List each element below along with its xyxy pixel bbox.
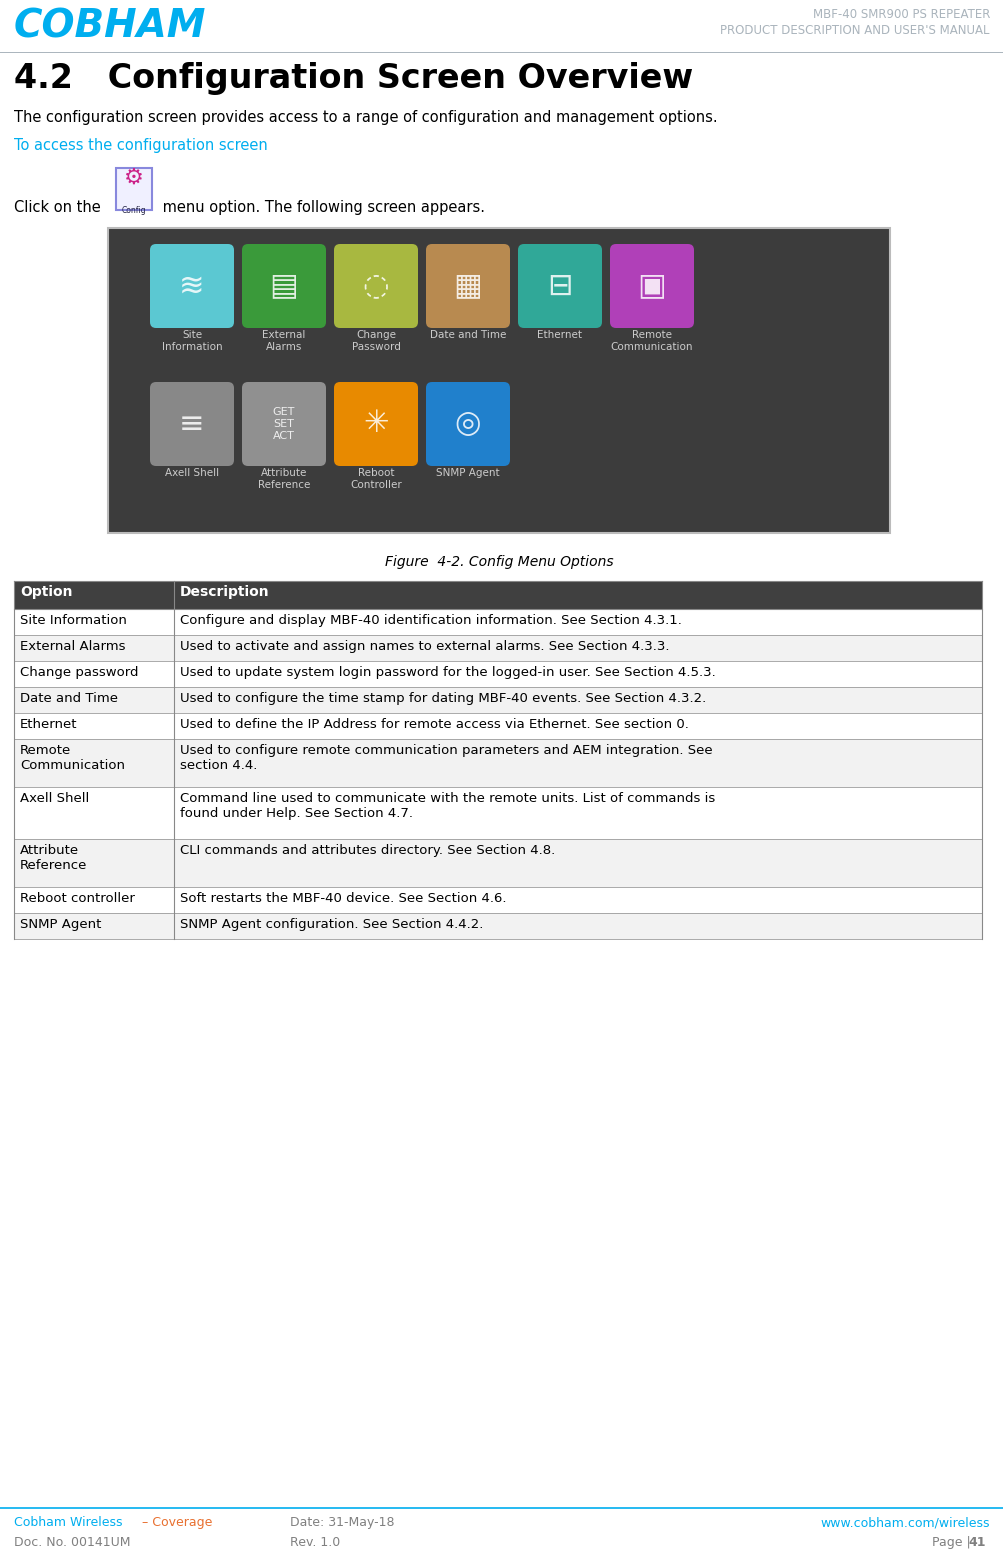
Text: Ethernet: Ethernet (537, 330, 582, 341)
Text: – Coverage: – Coverage (141, 1517, 213, 1529)
Text: ▤: ▤ (269, 272, 298, 300)
Text: Option: Option (20, 586, 72, 598)
Text: Configure and display MBF-40 identification information. See Section 4.3.1.: Configure and display MBF-40 identificat… (180, 614, 681, 626)
Bar (14, 787, 981, 839)
Text: The configuration screen provides access to a range of configuration and managem: The configuration screen provides access… (14, 109, 717, 125)
Text: Remote
Communication: Remote Communication (610, 330, 692, 351)
Text: ◌: ◌ (362, 272, 389, 300)
Text: Change
Password: Change Password (351, 330, 400, 351)
FancyBboxPatch shape (242, 383, 326, 465)
Text: Figure  4-2. Config Menu Options: Figure 4-2. Config Menu Options (384, 555, 613, 569)
Text: 41: 41 (967, 1535, 985, 1550)
Bar (14, 661, 981, 687)
Text: 4.2   Configuration Screen Overview: 4.2 Configuration Screen Overview (14, 62, 692, 95)
FancyBboxPatch shape (149, 383, 234, 465)
Text: Description: Description (180, 586, 270, 598)
Text: Cobham Wireless: Cobham Wireless (14, 1517, 126, 1529)
Text: SNMP Agent configuration. See Section 4.4.2.: SNMP Agent configuration. See Section 4.… (180, 918, 482, 931)
Text: Soft restarts the MBF-40 device. See Section 4.6.: Soft restarts the MBF-40 device. See Sec… (180, 892, 506, 904)
Bar (14, 609, 981, 636)
Text: Used to update system login password for the logged-in user. See Section 4.5.3.: Used to update system login password for… (180, 665, 715, 679)
Text: www.cobham.com/wireless: www.cobham.com/wireless (819, 1517, 989, 1529)
Text: Reboot
Controller: Reboot Controller (350, 469, 401, 489)
Text: Date: 31-May-18: Date: 31-May-18 (290, 1517, 394, 1529)
Bar (14, 687, 981, 712)
Text: Attribute
Reference: Attribute Reference (20, 843, 87, 872)
Bar (14, 739, 981, 787)
FancyBboxPatch shape (242, 244, 326, 328)
FancyBboxPatch shape (334, 383, 417, 465)
Text: Site
Information: Site Information (161, 330, 222, 351)
Text: Axell Shell: Axell Shell (164, 469, 219, 478)
FancyBboxPatch shape (116, 169, 151, 209)
FancyBboxPatch shape (425, 244, 510, 328)
Text: Doc. No. 00141UM: Doc. No. 00141UM (14, 1535, 130, 1550)
Text: ◎: ◎ (454, 409, 480, 439)
Bar (14, 839, 981, 887)
Text: menu option. The following screen appears.: menu option. The following screen appear… (157, 200, 484, 216)
Bar (14, 887, 981, 914)
Text: GET
SET
ACT: GET SET ACT (273, 408, 295, 440)
Text: External Alarms: External Alarms (20, 640, 125, 653)
Text: ▣: ▣ (637, 272, 666, 300)
Text: Config: Config (121, 206, 146, 216)
Text: Site Information: Site Information (20, 614, 126, 626)
Text: Used to configure remote communication parameters and AEM integration. See
secti: Used to configure remote communication p… (180, 744, 712, 772)
Text: MBF-40 SMR900 PS REPEATER: MBF-40 SMR900 PS REPEATER (811, 8, 989, 20)
Bar (14, 914, 981, 939)
Text: Rev. 1.0: Rev. 1.0 (290, 1535, 340, 1550)
Bar (14, 581, 981, 609)
Text: Change password: Change password (20, 665, 138, 679)
Text: ▦: ▦ (453, 272, 482, 300)
Text: ⊟: ⊟ (547, 272, 572, 300)
Text: Remote
Communication: Remote Communication (20, 744, 125, 772)
Text: ⚙: ⚙ (124, 169, 143, 187)
Text: SNMP Agent: SNMP Agent (20, 918, 101, 931)
Text: SNMP Agent: SNMP Agent (435, 469, 499, 478)
FancyBboxPatch shape (149, 244, 234, 328)
Text: Used to activate and assign names to external alarms. See Section 4.3.3.: Used to activate and assign names to ext… (180, 640, 669, 653)
Text: ✳: ✳ (363, 409, 388, 439)
Text: Page |: Page | (931, 1535, 974, 1550)
Text: To access the configuration screen: To access the configuration screen (14, 137, 268, 153)
Text: Used to define the IP Address for remote access via Ethernet. See section 0.: Used to define the IP Address for remote… (180, 719, 688, 731)
FancyBboxPatch shape (518, 244, 602, 328)
Text: Ethernet: Ethernet (20, 719, 77, 731)
Text: Axell Shell: Axell Shell (20, 792, 89, 804)
Text: PRODUCT DESCRIPTION AND USER'S MANUAL: PRODUCT DESCRIPTION AND USER'S MANUAL (720, 23, 989, 37)
Text: Date and Time: Date and Time (20, 692, 118, 704)
Text: Click on the: Click on the (14, 200, 105, 216)
Text: External
Alarms: External Alarms (262, 330, 305, 351)
Text: Attribute
Reference: Attribute Reference (258, 469, 310, 489)
FancyBboxPatch shape (425, 383, 510, 465)
FancyBboxPatch shape (610, 244, 693, 328)
Text: ≋: ≋ (180, 272, 205, 300)
Text: COBHAM: COBHAM (14, 8, 207, 45)
Text: Used to configure the time stamp for dating MBF-40 events. See Section 4.3.2.: Used to configure the time stamp for dat… (180, 692, 705, 704)
FancyBboxPatch shape (108, 228, 889, 533)
Text: ≡: ≡ (180, 409, 205, 439)
Text: Date and Time: Date and Time (429, 330, 506, 341)
Bar (14, 636, 981, 661)
FancyBboxPatch shape (334, 244, 417, 328)
Text: CLI commands and attributes directory. See Section 4.8.: CLI commands and attributes directory. S… (180, 843, 555, 858)
Bar (14, 712, 981, 739)
Text: Reboot controller: Reboot controller (20, 892, 134, 904)
Text: Command line used to communicate with the remote units. List of commands is
foun: Command line used to communicate with th… (180, 792, 714, 820)
